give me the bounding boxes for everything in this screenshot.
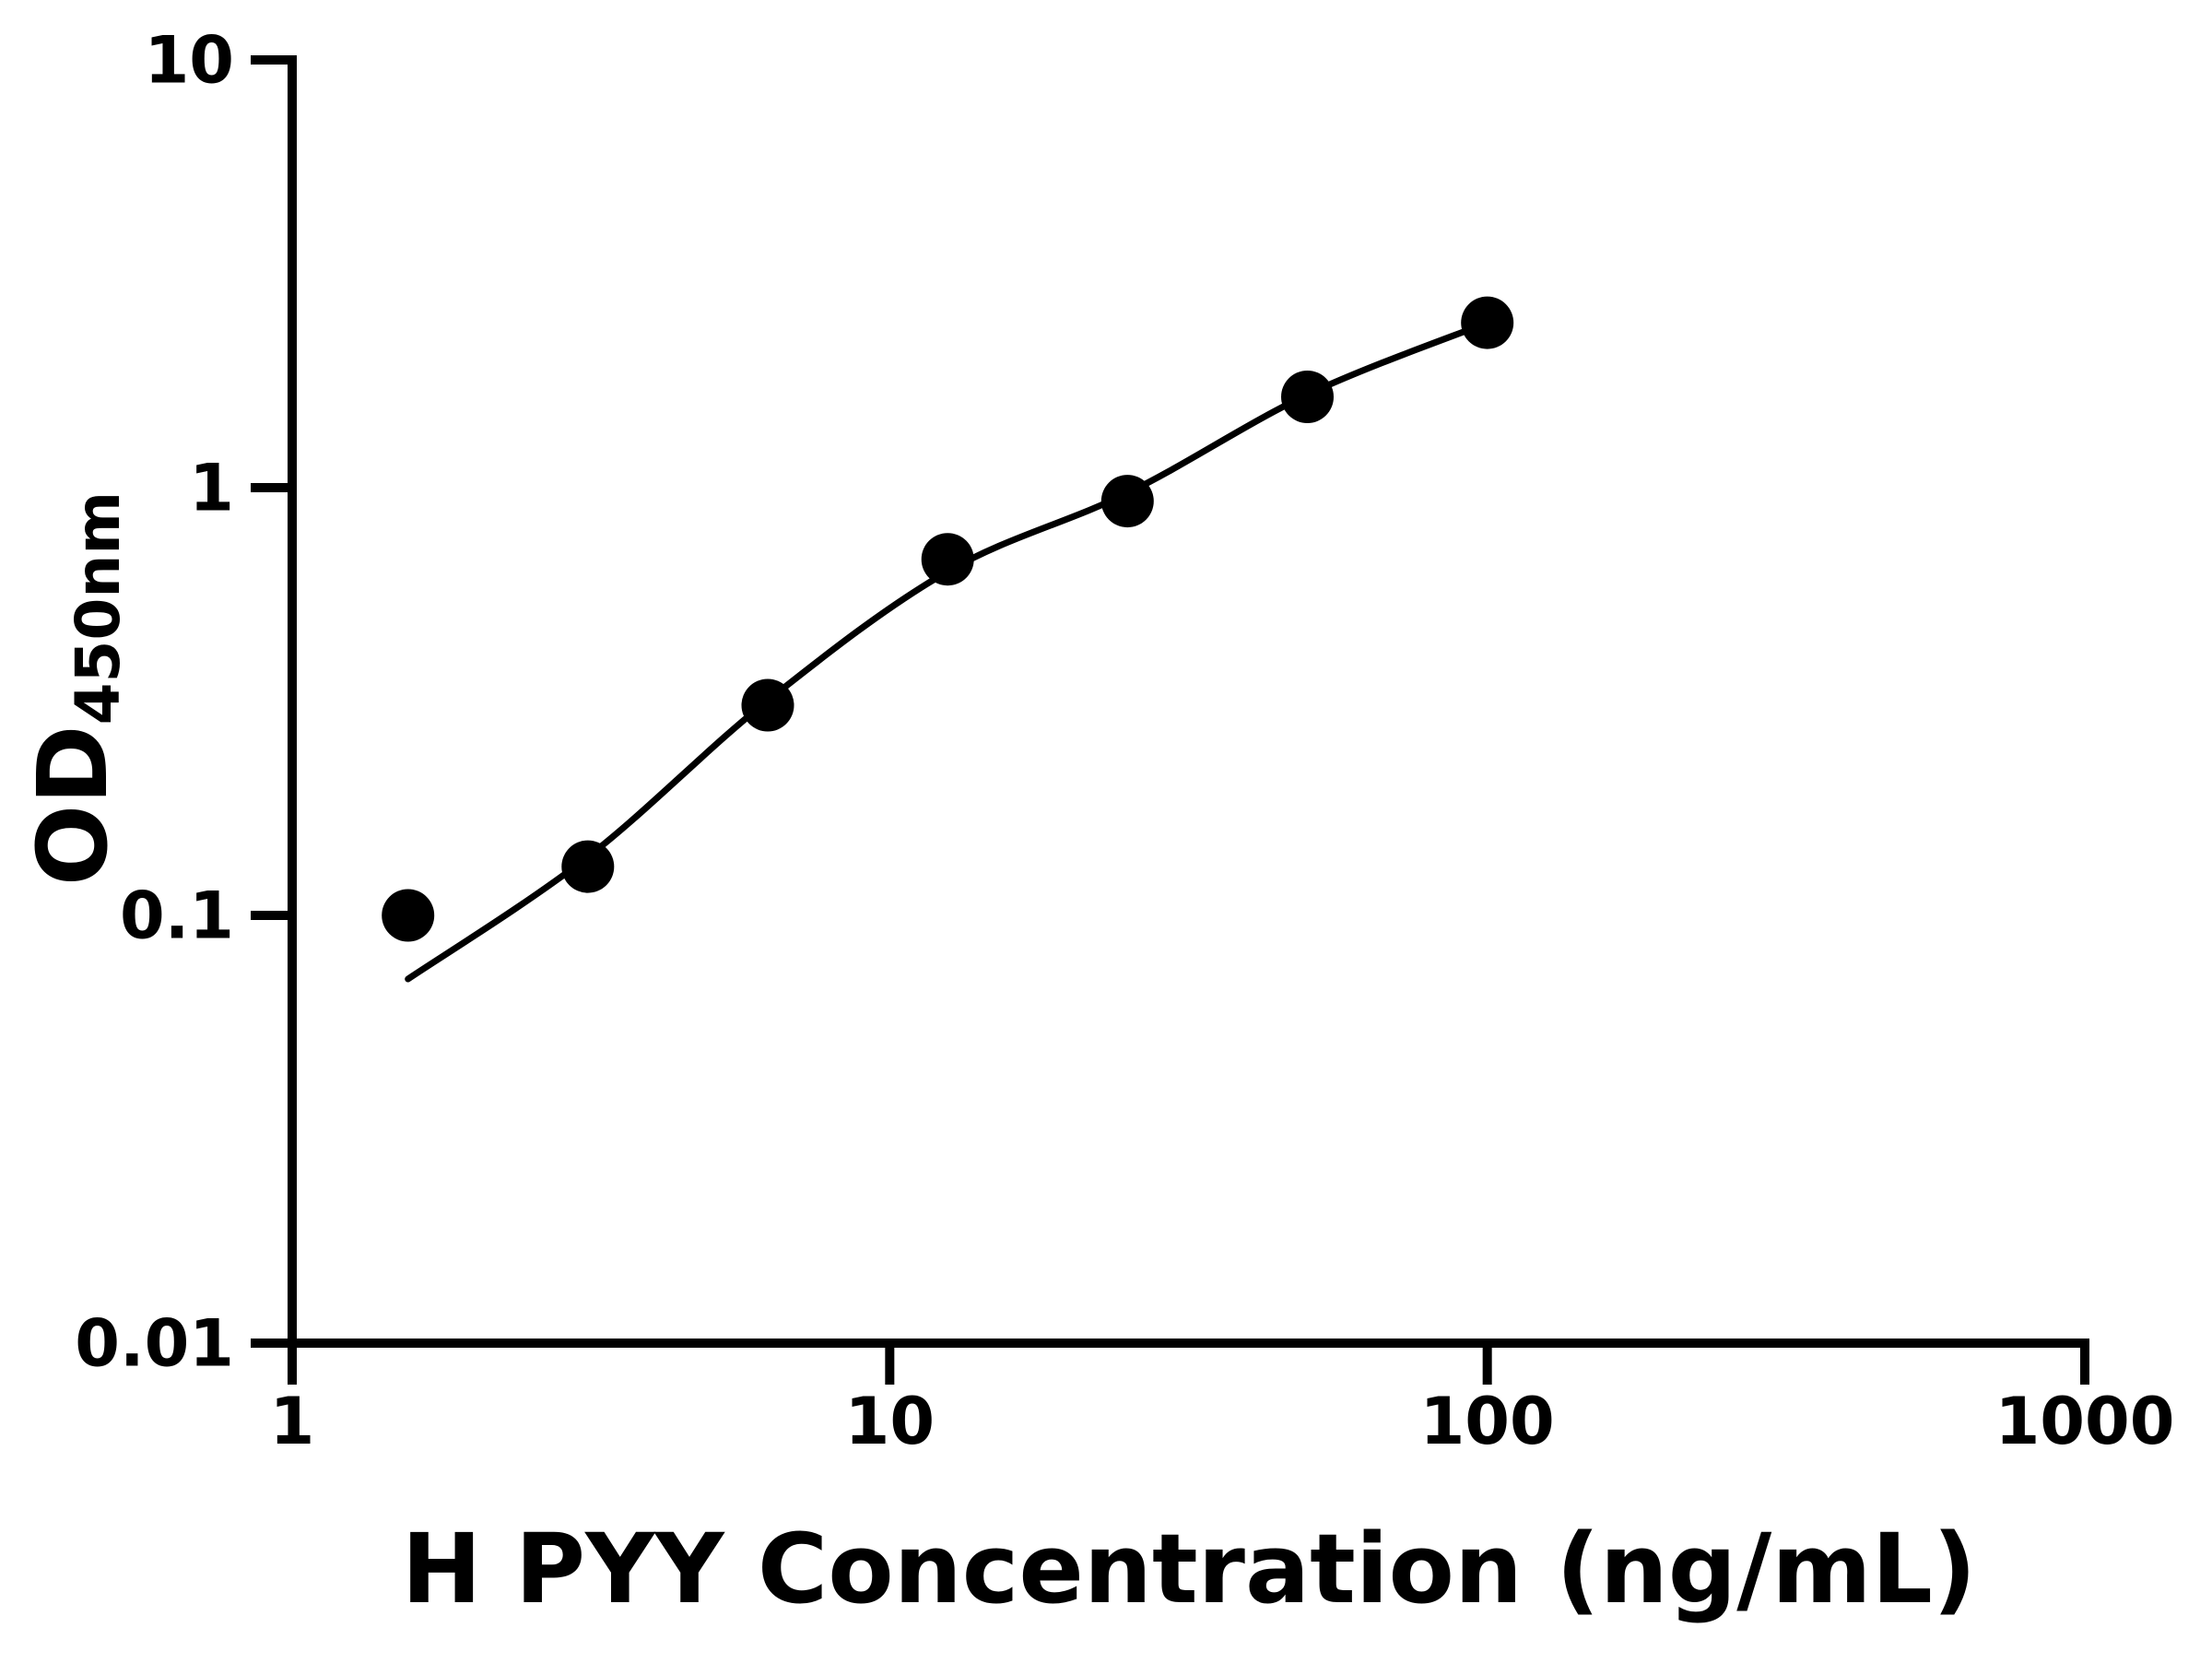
data-point [1281,371,1334,423]
y-axis-title-subscript: 450nm [63,491,134,725]
data-point [921,533,974,586]
x-tick-label: 100 [1420,1384,1555,1459]
y-tick-label: 1 [189,451,234,526]
y-axis-title-main: OD [17,725,129,886]
x-tick-label: 1000 [1995,1384,2175,1459]
x-axis-title: H PYY Concentration (ng/mL) [402,1513,1977,1625]
x-tick-label: 10 [845,1384,935,1459]
x-tick-label: 1 [270,1384,315,1459]
x-axis-ticks: 1 10 100 1000 [270,1343,2175,1459]
y-tick-label: 0.1 [120,879,234,954]
y-axis-ticks: 0.01 0.1 1 10 [75,23,292,1382]
axes [288,55,2089,1348]
data-points-group [382,296,1514,942]
y-axis-title: OD450nm [17,491,134,886]
data-point [741,678,794,732]
data-point [1461,296,1514,349]
y-tick-label: 10 [145,23,234,99]
y-tick-label: 0.01 [75,1306,234,1382]
data-point [382,889,435,942]
data-point [1100,475,1154,528]
data-point [561,840,615,893]
